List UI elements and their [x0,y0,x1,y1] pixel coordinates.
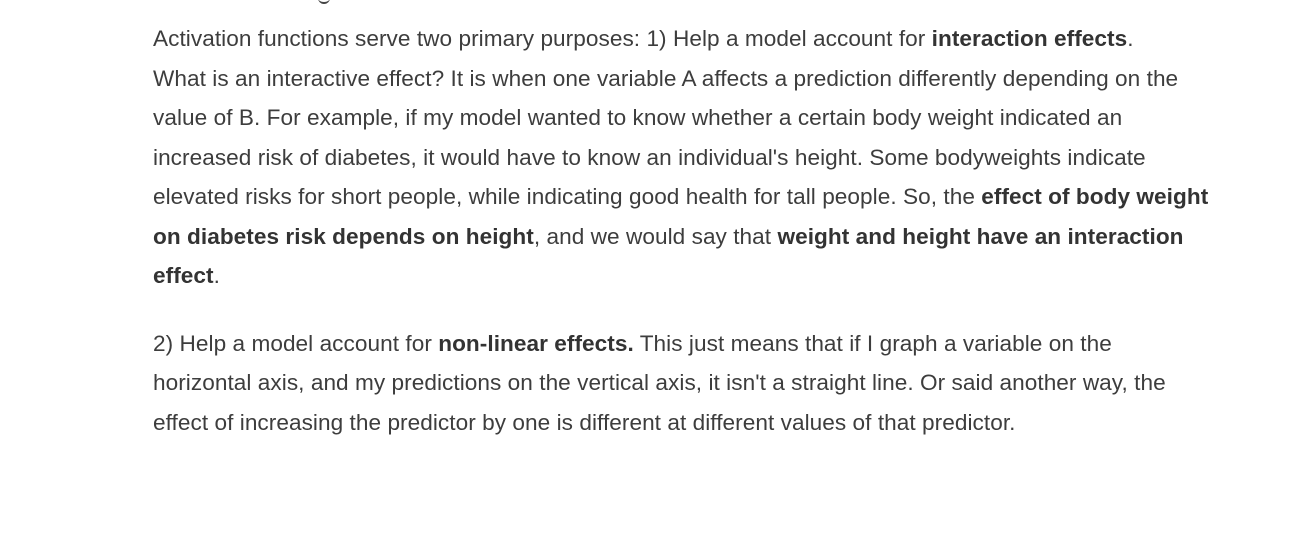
bold-interaction-conclusion: weight and height have an interaction ef… [153,223,1184,289]
bold-non-linear-effects: non-linear effects. [438,330,634,356]
text-run: . [213,263,220,288]
text-run: 2) Help a model account for [153,330,439,356]
bold-body-weight-effect: effect of body weight on diabetes risk d… [153,184,1209,249]
text-run: , and we would say that [533,223,778,249]
paragraph-interactive-effect: What is an interactive effect? It is whe… [153,59,1213,296]
bold-interaction-effects: interaction effects [931,26,1128,51]
cropped-heading-fragment [318,0,330,4]
paragraph-non-linear-effects: 2) Help a model account for non-linear e… [153,324,1213,443]
text-run: Activation functions serve two primary p… [153,26,932,51]
article-body: Activation functions serve two primary p… [153,19,1213,442]
text-run: This just means that if I graph a variab… [153,330,1166,435]
paragraph-activation-purposes: Activation functions serve two primary p… [153,19,1213,59]
text-run: What is an interactive effect? It is whe… [153,65,1179,210]
text-run: . [1127,26,1134,51]
